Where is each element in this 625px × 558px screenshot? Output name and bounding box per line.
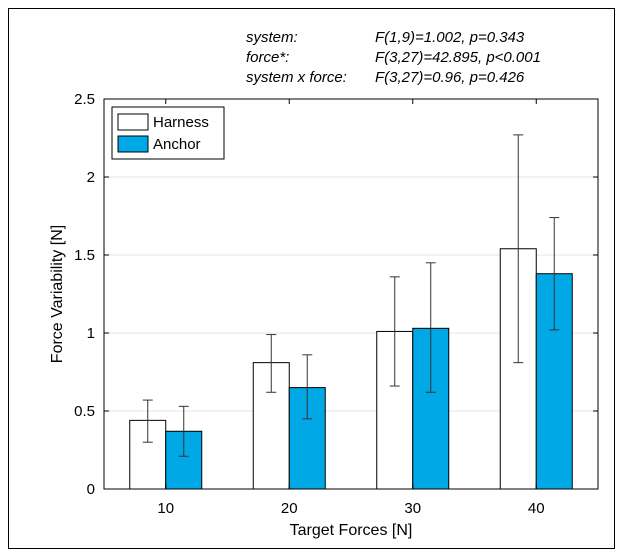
stat-value-force: F(3,27)=42.895, p<0.001: [375, 49, 541, 66]
x-tick-label: 30: [404, 500, 421, 517]
stat-value-system: F(1,9)=1.002, p=0.343: [375, 29, 525, 46]
error-bars: [142, 134, 560, 457]
x-tick-label: 20: [281, 500, 298, 517]
y-tick-label: 2: [87, 169, 95, 186]
x-tick-label: 40: [528, 500, 545, 517]
x-axis-label: Target Forces [N]: [290, 522, 413, 539]
bars: [129, 248, 573, 490]
figure-frame: [8, 8, 615, 549]
y-tick-label: 0.5: [74, 403, 95, 420]
legend-label-harness: Harness: [153, 114, 209, 131]
stat-label-force: force*:: [246, 49, 289, 66]
legend-swatch-harness: [117, 113, 149, 131]
plot-area-border: [103, 98, 599, 490]
legend-swatch-anchor: [117, 135, 149, 153]
stats-annotation: system: F(1,9)=1.002, p=0.343 force*: F(…: [246, 29, 541, 86]
y-tick-label: 1.5: [74, 247, 95, 264]
y-tick-label: 2.5: [74, 91, 95, 108]
y-ticks: 0 0.5 1 1.5 2 2.5: [74, 91, 598, 498]
legend-label-anchor: Anchor: [153, 136, 201, 153]
y-tick-label: 1: [87, 325, 95, 342]
stat-value-interaction: F(3,27)=0.96, p=0.426: [375, 69, 525, 86]
x-ticks: 10 20 30 40: [157, 99, 545, 517]
y-tick-label: 0: [87, 481, 95, 498]
stat-label-interaction: system x force:: [246, 69, 347, 86]
stat-label-system: system:: [246, 29, 298, 46]
x-tick-label: 10: [157, 500, 174, 517]
legend: Harness Anchor: [111, 106, 225, 160]
y-axis-label: Force Variability [N]: [49, 225, 66, 363]
